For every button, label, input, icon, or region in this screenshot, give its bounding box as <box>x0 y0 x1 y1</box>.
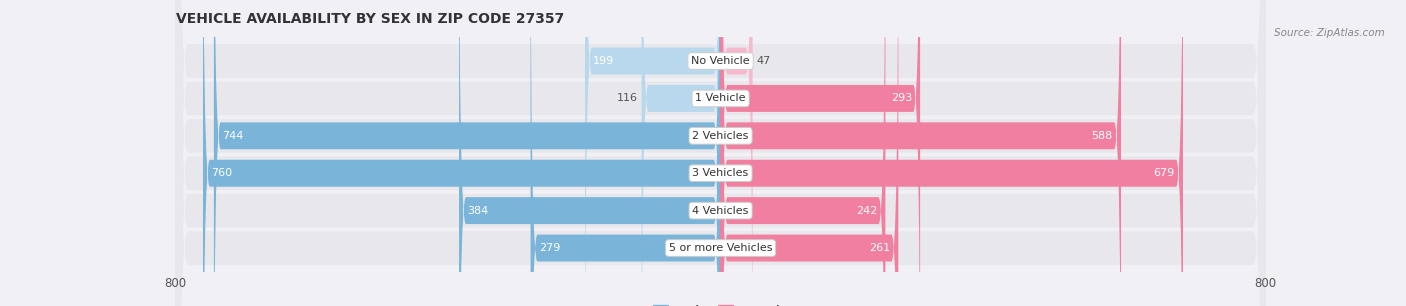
FancyBboxPatch shape <box>176 0 1265 306</box>
Text: 679: 679 <box>1153 168 1175 178</box>
Text: 744: 744 <box>222 131 243 141</box>
FancyBboxPatch shape <box>176 0 1265 306</box>
Text: VEHICLE AVAILABILITY BY SEX IN ZIP CODE 27357: VEHICLE AVAILABILITY BY SEX IN ZIP CODE … <box>176 12 564 26</box>
FancyBboxPatch shape <box>721 0 1182 306</box>
Text: 384: 384 <box>467 206 488 216</box>
Text: 261: 261 <box>869 243 890 253</box>
Text: 4 Vehicles: 4 Vehicles <box>692 206 749 216</box>
Text: 116: 116 <box>616 93 637 103</box>
Text: 279: 279 <box>538 243 560 253</box>
FancyBboxPatch shape <box>721 0 920 306</box>
FancyBboxPatch shape <box>530 0 721 306</box>
Text: 242: 242 <box>856 206 877 216</box>
FancyBboxPatch shape <box>176 0 1265 306</box>
Text: 588: 588 <box>1091 131 1114 141</box>
Text: 5 or more Vehicles: 5 or more Vehicles <box>669 243 772 253</box>
Text: Source: ZipAtlas.com: Source: ZipAtlas.com <box>1274 28 1385 38</box>
Text: 293: 293 <box>890 93 912 103</box>
FancyBboxPatch shape <box>721 0 898 306</box>
FancyBboxPatch shape <box>176 0 1265 306</box>
Text: 3 Vehicles: 3 Vehicles <box>692 168 749 178</box>
FancyBboxPatch shape <box>585 0 721 306</box>
Text: 2 Vehicles: 2 Vehicles <box>692 131 749 141</box>
Text: 1 Vehicle: 1 Vehicle <box>696 93 745 103</box>
Text: No Vehicle: No Vehicle <box>692 56 749 66</box>
FancyBboxPatch shape <box>214 0 721 306</box>
FancyBboxPatch shape <box>202 0 721 306</box>
Text: 199: 199 <box>593 56 614 66</box>
Text: 760: 760 <box>211 168 232 178</box>
Legend: Male, Female: Male, Female <box>652 305 789 306</box>
FancyBboxPatch shape <box>721 0 886 306</box>
FancyBboxPatch shape <box>176 0 1265 306</box>
FancyBboxPatch shape <box>458 0 721 306</box>
Text: 47: 47 <box>756 56 770 66</box>
FancyBboxPatch shape <box>721 0 752 306</box>
FancyBboxPatch shape <box>721 0 1121 306</box>
FancyBboxPatch shape <box>176 0 1265 306</box>
FancyBboxPatch shape <box>641 0 721 306</box>
